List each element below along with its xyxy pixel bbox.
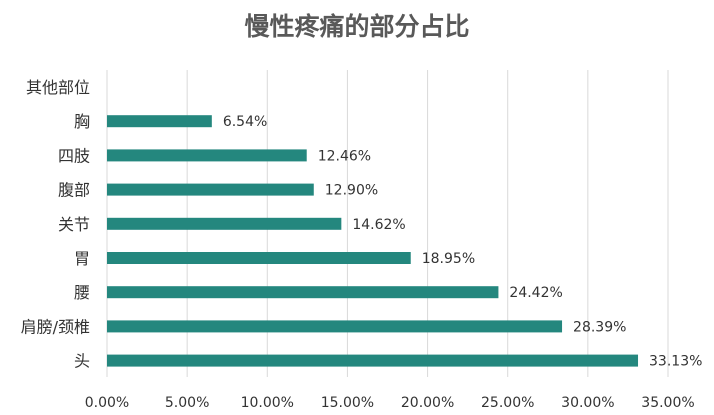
bar: [107, 149, 307, 162]
data-labels: 6.54% 12.46% 12.90% 14.62% 18.95% 24.42% 28.39…: [223, 114, 703, 369]
x-tick-label: 25.00%: [481, 395, 534, 411]
data-label: 28.39%: [573, 319, 626, 335]
category-label: 胸: [74, 112, 90, 131]
category-label: 腰: [74, 283, 90, 302]
bar: [107, 115, 212, 128]
data-label: 6.54%: [223, 114, 267, 130]
x-tick-label: 0.00%: [85, 395, 129, 411]
bar: [107, 183, 314, 196]
category-label: 四肢: [58, 146, 90, 165]
category-label: 关节: [58, 215, 90, 234]
bar: [107, 217, 342, 230]
bars: [107, 115, 639, 367]
data-label: 14.62%: [352, 217, 405, 233]
category-label: 其他部位: [26, 78, 90, 97]
data-label: 33.13%: [649, 354, 702, 370]
data-label: 12.90%: [325, 183, 378, 199]
bar: [107, 286, 499, 299]
x-tick-label: 10.00%: [241, 395, 294, 411]
chart-title: 慢性疼痛的部分占比: [244, 12, 469, 41]
x-axis-ticks: 0.00% 5.00% 10.00% 15.00% 20.00% 25.00% 30.00%…: [85, 395, 695, 411]
x-tick-label: 5.00%: [165, 395, 209, 411]
data-label: 24.42%: [509, 285, 562, 301]
x-tick-label: 15.00%: [321, 395, 374, 411]
bar: [107, 320, 563, 333]
x-tick-label: 30.00%: [561, 395, 614, 411]
category-label: 肩膀/颈椎: [21, 317, 90, 336]
x-tick-label: 20.00%: [401, 395, 454, 411]
category-label: 头: [74, 352, 90, 371]
category-label: 腹部: [58, 181, 90, 200]
bar: [107, 354, 639, 367]
bar: [107, 252, 411, 264]
x-tick-label: 35.00%: [641, 395, 694, 411]
data-label: 18.95%: [422, 251, 475, 267]
category-label: 胃: [74, 249, 90, 268]
data-label: 12.46%: [318, 148, 371, 164]
